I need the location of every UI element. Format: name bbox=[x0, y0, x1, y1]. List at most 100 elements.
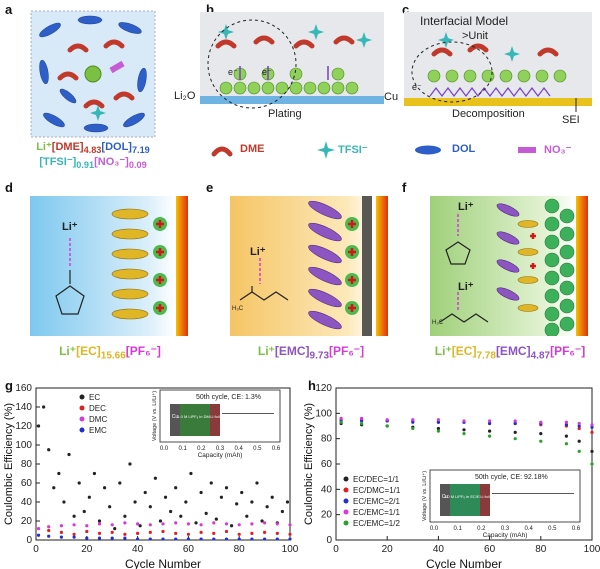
data-point-emc bbox=[174, 537, 178, 541]
inset-x-tick-label: 0.1 bbox=[453, 526, 462, 532]
data-point-emc bbox=[237, 537, 241, 541]
x-tick-label: 60 bbox=[484, 544, 496, 555]
data-point-ec-emc-1-1 bbox=[385, 418, 389, 422]
legend-dol-label: DOL bbox=[452, 143, 476, 155]
legend-label: EC/EMC=1/1 bbox=[353, 508, 400, 517]
data-point-dmc bbox=[136, 522, 140, 526]
data-point-dec bbox=[174, 531, 178, 535]
y-tick-label: 40 bbox=[21, 497, 33, 508]
data-point-ec bbox=[169, 509, 173, 514]
data-point-ec bbox=[87, 495, 91, 499]
data-point-ec bbox=[260, 519, 264, 523]
inset-x-tick-label: 0.1 bbox=[178, 446, 187, 452]
data-point-dec bbox=[275, 531, 279, 535]
data-point-ec bbox=[240, 490, 244, 495]
data-point-emc bbox=[47, 534, 51, 538]
data-point-emc bbox=[97, 536, 102, 540]
data-point-ec bbox=[67, 452, 71, 457]
data-point-ec bbox=[209, 481, 213, 485]
data-point-ec-dec-1-1 bbox=[577, 439, 581, 443]
data-point-ec bbox=[102, 486, 107, 490]
data-point-ec-emc-1-2 bbox=[339, 420, 343, 424]
legend-label: EC bbox=[89, 393, 100, 402]
data-point-dmc bbox=[85, 524, 89, 528]
formula-d: Li⁺[EC]15.66[PF₆⁻] bbox=[59, 344, 161, 362]
y-tick-label: 20 bbox=[21, 516, 33, 527]
x-tick-label: 40 bbox=[132, 544, 144, 555]
data-point-emc bbox=[123, 536, 127, 540]
li-label-e: Li⁺ bbox=[250, 246, 266, 258]
data-point-ec bbox=[174, 486, 178, 490]
inset-x-tick-label: 0.6 bbox=[272, 446, 281, 452]
inset-cell-cu bbox=[440, 484, 450, 516]
data-point-dmc bbox=[174, 521, 178, 525]
data-point-ec-emc-1-1 bbox=[436, 418, 440, 422]
inset-x-tick-label: 0.6 bbox=[572, 526, 581, 532]
inset-cell-electrolyte bbox=[180, 404, 210, 436]
inset-x-tick-label: 0.4 bbox=[524, 526, 533, 532]
data-point-ec-emc-1-2 bbox=[360, 421, 364, 426]
decomposition-schematic-c bbox=[404, 12, 592, 112]
data-point-ec-emc-1-1 bbox=[564, 420, 568, 424]
y-axis-label: Coulombic Efficiency (%) bbox=[3, 403, 15, 525]
inset-cell-li-label: Li foil bbox=[210, 414, 219, 419]
data-point-ec bbox=[163, 495, 168, 499]
data-point-ec bbox=[82, 509, 86, 514]
panel-label-h: h bbox=[308, 378, 316, 393]
data-point-ec-emc-1-1 bbox=[462, 419, 466, 423]
legend-no3-icon bbox=[518, 147, 536, 153]
y-tick-label: 80 bbox=[21, 459, 33, 470]
data-point-dec bbox=[161, 529, 165, 534]
data-point-ec bbox=[189, 471, 193, 476]
data-point-ec-emc-2-1 bbox=[513, 421, 517, 426]
interfacial-model-title: Interfacial Model bbox=[420, 14, 509, 28]
data-point-ec bbox=[153, 476, 157, 480]
y-tick-label: 100 bbox=[315, 408, 332, 419]
data-point-dmc bbox=[36, 527, 41, 531]
data-point-ec-emc-1-2 bbox=[577, 449, 581, 453]
plating-label: Plating bbox=[268, 108, 302, 120]
data-point-ec-emc-1-2 bbox=[539, 439, 543, 443]
y-tick-label: 100 bbox=[15, 440, 32, 451]
inset-cell-cu-label: Cu bbox=[172, 414, 179, 420]
data-point-ec-dec-1-1 bbox=[513, 430, 517, 434]
data-point-emc bbox=[36, 533, 41, 537]
data-point-dmc bbox=[212, 521, 216, 525]
data-point-ec bbox=[92, 471, 97, 476]
inset-x-tick-label: 0.2 bbox=[477, 526, 486, 532]
legend-dme-label: DME bbox=[240, 143, 265, 155]
data-point-dmc bbox=[123, 521, 127, 525]
y-tick-label: 160 bbox=[15, 383, 32, 394]
data-point-dec bbox=[263, 530, 267, 534]
decomposition-label: Decomposition bbox=[452, 108, 525, 120]
solvation-structure-a bbox=[30, 10, 156, 138]
panel-label-e: e bbox=[206, 180, 214, 195]
data-point-emc bbox=[275, 537, 279, 541]
data-point-dmc bbox=[199, 523, 203, 527]
data-point-ec-dec-1-1 bbox=[462, 428, 466, 432]
data-point-ec-emc-1-2 bbox=[564, 442, 568, 446]
data-point-ec-emc-2-1 bbox=[411, 420, 415, 424]
plating-schematic-b bbox=[200, 12, 384, 109]
data-point-ec bbox=[42, 405, 46, 409]
data-point-ec bbox=[245, 514, 249, 518]
data-point-ec-emc-1-2 bbox=[462, 432, 466, 436]
x-tick-label: 80 bbox=[234, 544, 246, 555]
electron-label-b2: e⁻ bbox=[262, 67, 272, 77]
data-point-ec bbox=[52, 486, 56, 490]
data-point-ec bbox=[113, 527, 117, 531]
data-point-ec bbox=[199, 490, 203, 495]
inset-cell-li bbox=[480, 484, 490, 516]
x-tick-label: 20 bbox=[382, 544, 394, 555]
panel-label-b: b bbox=[206, 2, 214, 17]
legend-label: EC/DEC=1/1 bbox=[353, 475, 400, 484]
inset-x-tick-label: 0.3 bbox=[501, 526, 510, 532]
data-point-ec-emc-1-1 bbox=[577, 421, 581, 426]
legend-marker bbox=[343, 487, 349, 493]
inset-title: 50th cycle, CE: 1.3% bbox=[196, 394, 261, 401]
y-tick-label: 120 bbox=[315, 383, 332, 394]
legend-marker bbox=[343, 520, 349, 526]
data-point-emc bbox=[72, 535, 76, 539]
x-tick-label: 0 bbox=[33, 544, 39, 555]
data-point-dec bbox=[110, 530, 114, 534]
